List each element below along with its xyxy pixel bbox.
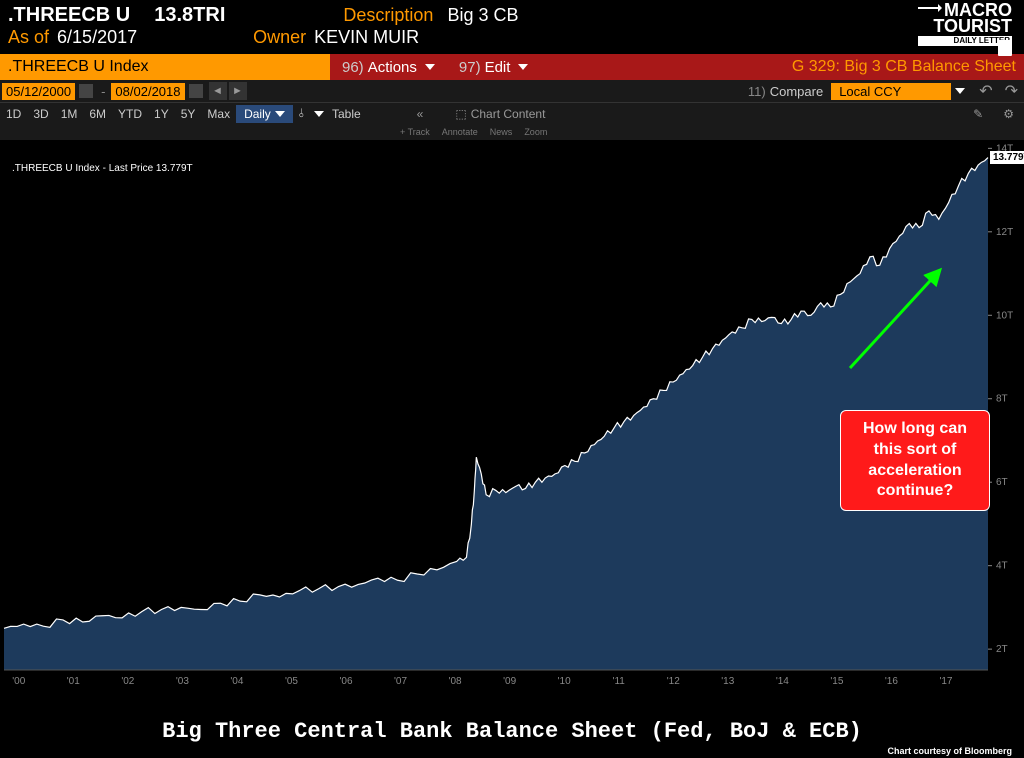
svg-text:4T: 4T bbox=[996, 561, 1008, 572]
chart-area[interactable]: 2T4T6T8T10T12T14T'00'01'02'03'04'05'06'0… bbox=[0, 140, 1024, 696]
chart-content-button[interactable]: ⬚Chart Content bbox=[447, 105, 553, 123]
range-button-1d[interactable]: 1D bbox=[0, 105, 27, 123]
svg-text:'12: '12 bbox=[667, 676, 680, 687]
svg-text:'02: '02 bbox=[121, 676, 134, 687]
mini-tool-track[interactable]: + Track bbox=[400, 127, 430, 137]
next-button[interactable]: ► bbox=[229, 82, 247, 100]
range-toolbar: 1D3D1M6MYTD1Y5YMax Daily ⫰ Table « ⬚Char… bbox=[0, 102, 1024, 124]
description-value: Big 3 CB bbox=[447, 5, 518, 26]
gear-icon[interactable]: ⚙ bbox=[993, 105, 1024, 123]
chart-title: G 329: Big 3 CB Balance Sheet bbox=[792, 58, 1016, 76]
range-button-3d[interactable]: 3D bbox=[27, 105, 54, 123]
svg-text:'13: '13 bbox=[721, 676, 734, 687]
clipboard-icon[interactable] bbox=[998, 40, 1012, 56]
svg-text:6T: 6T bbox=[996, 477, 1008, 488]
mini-tool-zoom[interactable]: Zoom bbox=[524, 127, 547, 137]
svg-text:'15: '15 bbox=[830, 676, 843, 687]
calendar-icon[interactable] bbox=[189, 84, 203, 98]
chevron-down-icon bbox=[518, 64, 528, 70]
svg-text:'04: '04 bbox=[230, 676, 243, 687]
currency-select[interactable]: Local CCY bbox=[831, 83, 951, 100]
terminal-header: .THREECB U 13.8TRI Description Big 3 CB … bbox=[0, 0, 1024, 54]
ticker-value: 13.8TRI bbox=[154, 4, 225, 27]
svg-text:12T: 12T bbox=[996, 227, 1013, 238]
calendar-icon[interactable] bbox=[79, 84, 93, 98]
svg-text:'14: '14 bbox=[776, 676, 789, 687]
redo-icon[interactable]: ↷ bbox=[1005, 81, 1018, 101]
footer-credit: Chart courtesy of Bloomberg bbox=[887, 746, 1012, 756]
svg-text:'11: '11 bbox=[613, 676, 626, 687]
last-price-tag: 13.779T bbox=[990, 151, 1024, 164]
svg-text:'07: '07 bbox=[394, 676, 407, 687]
table-button[interactable]: Table bbox=[324, 105, 369, 123]
edit-button[interactable]: 97) Edit bbox=[447, 54, 541, 80]
svg-text:'08: '08 bbox=[449, 676, 462, 687]
mini-tool-news[interactable]: News bbox=[490, 127, 513, 137]
asof-value: 6/15/2017 bbox=[57, 27, 137, 48]
footer-title: Big Three Central Bank Balance Sheet (Fe… bbox=[0, 719, 1024, 744]
svg-text:'01: '01 bbox=[67, 676, 80, 687]
date-toolbar: 05/12/2000 - 08/02/2018 ◄ ► 11)Compare L… bbox=[0, 80, 1024, 102]
svg-text:'00: '00 bbox=[12, 676, 25, 687]
date-from-input[interactable]: 05/12/2000 bbox=[2, 83, 75, 100]
svg-text:2T: 2T bbox=[996, 644, 1008, 655]
actions-button[interactable]: 96) Actions bbox=[330, 54, 447, 80]
compare-button[interactable]: 11)Compare bbox=[748, 84, 823, 99]
svg-text:10T: 10T bbox=[996, 310, 1013, 321]
chart-type-icon[interactable]: ⫰ bbox=[293, 104, 310, 123]
chevron-down-icon bbox=[425, 64, 435, 70]
asof-label: As of bbox=[8, 27, 49, 48]
svg-text:'06: '06 bbox=[339, 676, 352, 687]
function-bar: .THREECB U Index 96) Actions 97) Edit G … bbox=[0, 54, 1024, 80]
edit-icon[interactable]: ✎ bbox=[963, 105, 993, 123]
svg-text:'16: '16 bbox=[885, 676, 898, 687]
svg-text:'05: '05 bbox=[285, 676, 298, 687]
svg-text:'03: '03 bbox=[176, 676, 189, 687]
range-button-1y[interactable]: 1Y bbox=[148, 105, 175, 123]
chevron-down-icon bbox=[314, 111, 324, 117]
chevron-down-icon bbox=[275, 111, 285, 117]
range-button-ytd[interactable]: YTD bbox=[112, 105, 148, 123]
range-button-5y[interactable]: 5Y bbox=[175, 105, 202, 123]
svg-text:'17: '17 bbox=[939, 676, 952, 687]
chart-legend: .THREECB U Index - Last Price 13.779T bbox=[8, 162, 197, 175]
annotation-callout: How long canthis sort ofaccelerationcont… bbox=[840, 410, 990, 511]
undo-icon[interactable]: ↶ bbox=[979, 81, 992, 101]
svg-text:'09: '09 bbox=[503, 676, 516, 687]
range-button-1m[interactable]: 1M bbox=[55, 105, 84, 123]
date-to-input[interactable]: 08/02/2018 bbox=[111, 83, 184, 100]
chevron-down-icon bbox=[955, 88, 965, 94]
owner-value: KEVIN MUIR bbox=[314, 27, 419, 48]
svg-text:8T: 8T bbox=[996, 394, 1008, 405]
ticker-symbol: .THREECB U bbox=[8, 4, 130, 27]
prev-button[interactable]: ◄ bbox=[209, 82, 227, 100]
chart-mini-toolbar: + Track Annotate News Zoom bbox=[0, 124, 1024, 140]
range-button-6m[interactable]: 6M bbox=[83, 105, 112, 123]
description-label: Description bbox=[343, 5, 433, 26]
date-separator: - bbox=[101, 84, 105, 99]
mini-tool-annotate[interactable]: Annotate bbox=[442, 127, 478, 137]
owner-label: Owner bbox=[253, 27, 306, 48]
range-button-max[interactable]: Max bbox=[201, 105, 236, 123]
interval-select[interactable]: Daily bbox=[236, 105, 293, 123]
collapse-icon[interactable]: « bbox=[409, 105, 432, 123]
index-name[interactable]: .THREECB U Index bbox=[0, 54, 330, 80]
svg-text:'10: '10 bbox=[558, 676, 571, 687]
